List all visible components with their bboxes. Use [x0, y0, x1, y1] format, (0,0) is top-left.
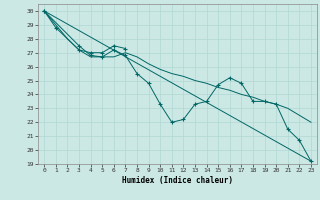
X-axis label: Humidex (Indice chaleur): Humidex (Indice chaleur) — [122, 176, 233, 185]
